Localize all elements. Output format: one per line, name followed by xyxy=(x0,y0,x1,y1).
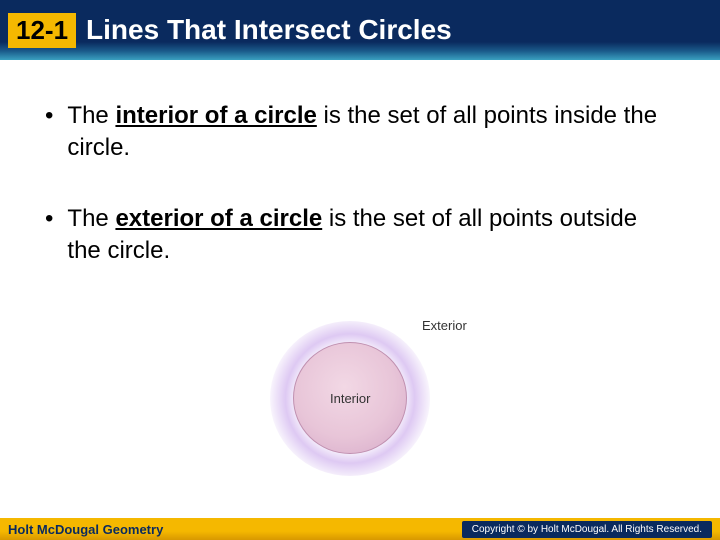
interior-label: Interior xyxy=(330,391,370,406)
bullet-prefix: The xyxy=(67,102,115,129)
slide-content: • The interior of a circle is the set of… xyxy=(0,60,720,476)
slide-footer: Holt McDougal Geometry Copyright © by Ho… xyxy=(0,518,720,540)
bullet-text: The interior of a circle is the set of a… xyxy=(67,100,675,165)
footer-textbook: Holt McDougal Geometry xyxy=(8,522,163,537)
bullet-marker: • xyxy=(45,100,53,165)
bullet-item: • The interior of a circle is the set of… xyxy=(45,100,675,165)
bullet-prefix: The xyxy=(67,205,115,232)
defined-term: exterior of a circle xyxy=(115,205,322,232)
slide-header: 12-1 Lines That Intersect Circles xyxy=(0,0,720,60)
slide-title: Lines That Intersect Circles xyxy=(86,14,452,46)
bullet-text: The exterior of a circle is the set of a… xyxy=(67,203,675,268)
exterior-label: Exterior xyxy=(422,318,467,333)
section-number-badge: 12-1 xyxy=(8,13,76,48)
bullet-marker: • xyxy=(45,203,53,268)
circle-diagram: Interior Exterior xyxy=(230,306,490,476)
footer-copyright: Copyright © by Holt McDougal. All Rights… xyxy=(462,521,712,538)
bullet-item: • The exterior of a circle is the set of… xyxy=(45,203,675,268)
defined-term: interior of a circle xyxy=(115,102,316,129)
